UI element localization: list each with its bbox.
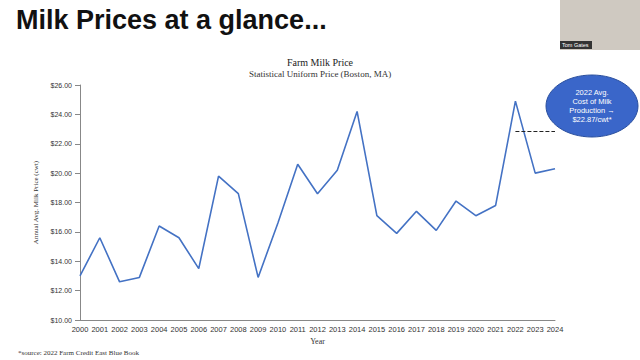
svg-text:2024: 2024 [547,325,564,334]
svg-text:2008: 2008 [230,325,247,334]
svg-text:2000: 2000 [72,325,89,334]
svg-text:$22.00: $22.00 [51,140,73,147]
svg-text:2003: 2003 [131,325,148,334]
svg-text:$16.00: $16.00 [51,228,73,235]
svg-text:Production →: Production → [569,106,614,115]
svg-text:2016: 2016 [388,325,405,334]
svg-text:2022 Avg.: 2022 Avg. [575,88,608,97]
svg-text:$26.00: $26.00 [51,82,73,89]
svg-text:2018: 2018 [428,325,445,334]
svg-text:*source: 2022 Farm Credit East: *source: 2022 Farm Credit East Blue Book [18,349,139,357]
svg-text:2014: 2014 [349,325,366,334]
svg-text:Tom Gates: Tom Gates [562,42,589,48]
svg-text:Year: Year [310,337,325,346]
svg-text:2001: 2001 [91,325,108,334]
svg-text:Farm Milk Price: Farm Milk Price [287,57,354,68]
svg-text:2007: 2007 [210,325,227,334]
svg-text:2010: 2010 [270,325,287,334]
svg-text:2004: 2004 [151,325,168,334]
svg-text:Annual Avg. Milk Price (cwt): Annual Avg. Milk Price (cwt) [32,160,40,244]
svg-text:2020: 2020 [467,325,484,334]
svg-text:$12.00: $12.00 [51,287,73,294]
svg-text:$22.87/cwt*: $22.87/cwt* [572,115,611,124]
svg-text:2019: 2019 [448,325,465,334]
svg-text:2006: 2006 [190,325,207,334]
svg-text:2011: 2011 [290,325,306,334]
svg-text:2021: 2021 [487,325,504,334]
svg-text:Cost of Milk: Cost of Milk [572,97,611,106]
svg-text:2013: 2013 [329,325,346,334]
svg-text:Milk Prices at a glance...: Milk Prices at a glance... [16,5,327,35]
svg-text:$14.00: $14.00 [51,258,73,265]
svg-text:2017: 2017 [408,325,425,334]
svg-text:Statistical Uniform Price (Bos: Statistical Uniform Price (Boston, MA) [249,69,391,79]
svg-text:2012: 2012 [309,325,326,334]
svg-text:2002: 2002 [111,325,128,334]
svg-text:2023: 2023 [527,325,544,334]
svg-text:2009: 2009 [250,325,267,334]
svg-text:2022: 2022 [507,325,524,334]
svg-text:$20.00: $20.00 [51,170,73,177]
svg-text:$24.00: $24.00 [51,111,73,118]
svg-text:2015: 2015 [369,325,386,334]
svg-text:$10.00: $10.00 [51,317,73,324]
svg-text:2005: 2005 [171,325,188,334]
svg-text:$18.00: $18.00 [51,199,73,206]
